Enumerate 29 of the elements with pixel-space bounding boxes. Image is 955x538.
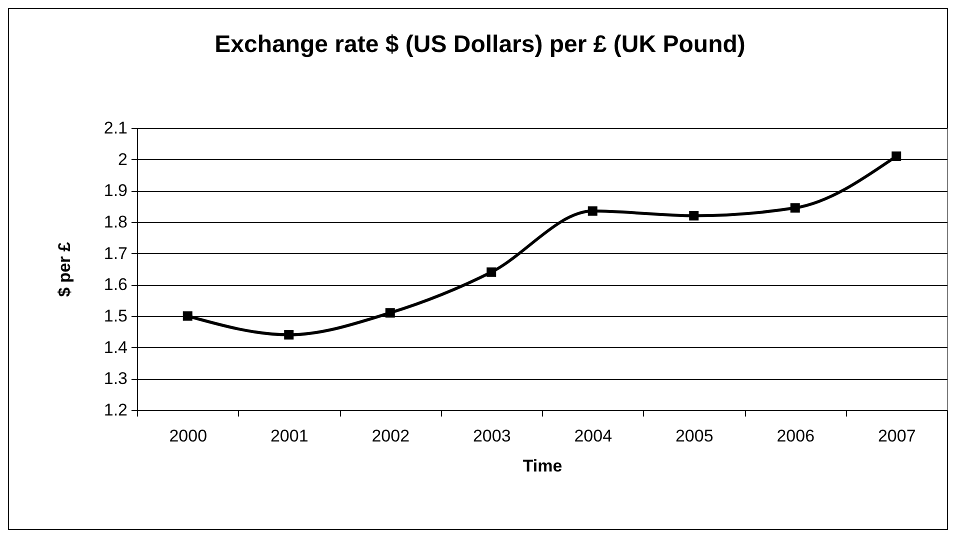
point (588, 206, 598, 216)
point (182, 311, 192, 321)
y-tick-label: 1.8 (104, 212, 128, 232)
y-axis-title: $ per £ (54, 242, 74, 297)
x-tick-label: 2001 (270, 426, 308, 446)
point (385, 308, 395, 318)
chart-title: Exchange rate $ (US Dollars) per £ (UK Pound) (214, 31, 746, 58)
y-tick-label: 1.5 (104, 306, 128, 326)
y-tick-label: 1.4 (104, 338, 128, 357)
y-tick-label: 1.9 (104, 181, 128, 200)
y-tick-label: 2.1 (104, 118, 128, 138)
point (790, 203, 800, 213)
y-tick-label: 1.6 (104, 275, 128, 294)
x-tick-label: 2000 (169, 426, 208, 446)
x-tick-label: 2005 (675, 426, 714, 446)
x-tick-label: 2004 (574, 426, 612, 446)
y-tick-label: 1.7 (104, 244, 128, 263)
x-tick-label: 2003 (472, 426, 511, 446)
y-tick-label: 1.3 (104, 369, 128, 388)
x-axis-title: Time (522, 456, 562, 476)
point (689, 210, 699, 220)
x-tick-label: 2006 (776, 426, 815, 446)
point (284, 330, 294, 340)
x-tick-label: 2002 (372, 426, 410, 446)
point (486, 267, 496, 277)
point (892, 151, 902, 161)
x-tick-label: 2007 (878, 426, 916, 446)
y-tick-label: 2 (118, 150, 128, 169)
y-tick-label: 1.2 (104, 400, 128, 420)
